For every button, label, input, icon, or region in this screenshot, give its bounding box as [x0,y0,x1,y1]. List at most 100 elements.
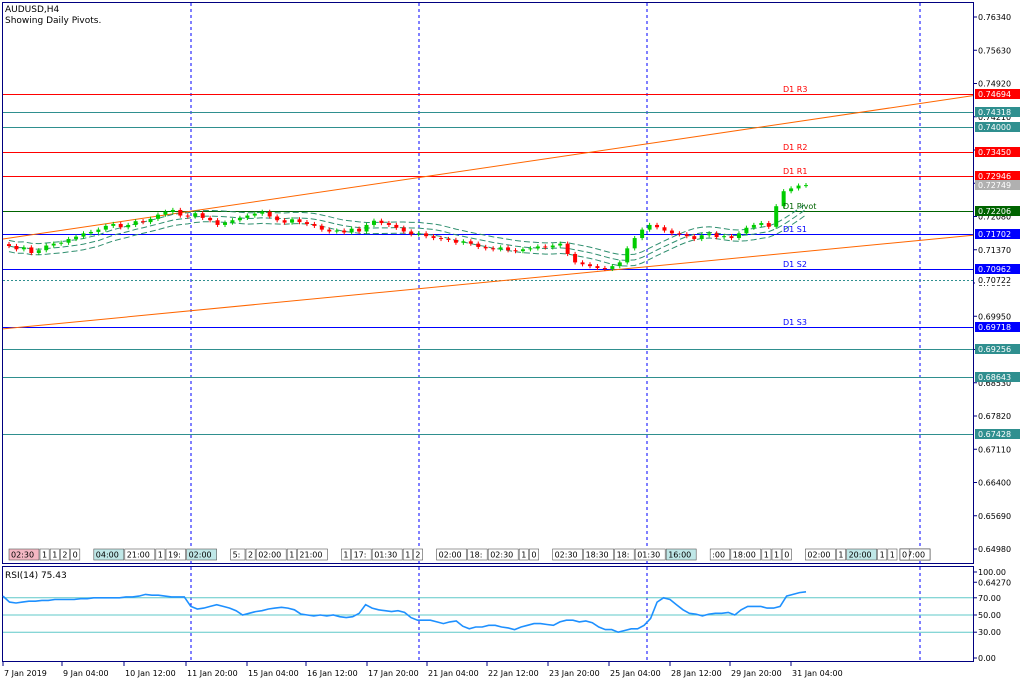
time-tag-bg-20 [436,548,467,561]
time-tag-bg-30 [709,548,731,561]
time-tag-bg-18 [402,548,413,561]
level-tag-4-bg [975,429,1020,439]
candle-body-77 [580,262,585,265]
candle-body-67 [506,247,511,251]
candle-body-49 [371,220,376,225]
time-tag-29: 16:00 [668,551,691,560]
candle-body-61 [461,241,466,243]
candle-body-43 [327,229,332,232]
time-tag-17: 01:30 [374,551,397,560]
time-tag-3: 2 [62,551,67,560]
time-tag-bg-36 [836,548,846,561]
time-tag-bg-21 [467,548,488,561]
candle-body-35 [267,211,272,217]
level-tag-4-text: 0.67428 [978,430,1011,439]
candle-body-21 [163,211,168,215]
candle-body-52 [394,224,399,228]
candle-body-2 [21,247,26,250]
time-tag-36: 1 [838,551,843,560]
time-tag-34: 0 [784,551,789,560]
candle-body-39 [297,219,302,223]
time-tick-label-3: 11 Jan 20:00 [187,669,238,678]
candle-body-48 [364,224,369,232]
rsi-tick-label-2: 50.00 [978,611,1001,620]
price-tick-label-17: 0.64270 [978,578,1011,587]
candle-body-58 [439,238,444,240]
candle-body-80 [602,268,607,270]
candle-body-99 [744,227,749,234]
trendline-0 [2,95,974,240]
time-tag-bg-2 [49,548,60,561]
candle-body-41 [312,223,317,226]
price-tick-label-0: 0.76340 [978,13,1011,22]
time-tag-37: 20:00 [849,551,872,560]
pivot-label-5: D1 S2 [783,260,807,269]
time-tick-label-4: 15 Jan 04:00 [248,669,299,678]
candle-body-53 [401,227,406,232]
pivot-label-6: D1 S3 [783,318,807,327]
rsi-title: RSI(14) 75.43 [5,571,67,581]
time-tag-bg-22 [487,548,519,561]
candle-body-102 [766,223,771,227]
candle-body-44 [334,230,339,232]
candle-body-62 [468,241,473,244]
time-tag-bg-23 [518,548,529,561]
time-tag-21: 18: [470,551,483,560]
candle-body-57 [431,236,436,239]
time-tick-label-12: 29 Jan 20:00 [731,669,782,678]
time-tag-20: 02:00 [439,551,462,560]
candle-body-25 [193,213,198,217]
time-tag-26: 18:30 [586,551,609,560]
candle-body-14 [111,223,116,226]
time-tag-31: 18:00 [733,551,756,560]
level-tag-0-bg [975,107,1020,117]
candle-body-54 [409,231,414,235]
candle-body-104 [781,191,786,207]
candle-body-29 [223,222,228,225]
price-tick-label-3: 0.74210 [978,113,1011,122]
candle-body-1 [14,246,19,250]
time-tag-bg-37 [846,548,877,561]
time-tag-22: 02:30 [490,551,513,560]
price-tick-label-6: 0.72080 [978,213,1011,222]
candle-body-15 [118,223,123,228]
candle-body-70 [528,248,533,250]
time-tag-bg-4 [70,548,81,561]
time-tag-bg-11 [245,548,256,561]
candle-body-68 [513,250,518,252]
time-tag-bg-49 [899,548,910,561]
time-tag-7: 1 [158,551,163,560]
candle-body-46 [349,228,354,233]
time-tag-bg-1 [39,548,50,561]
candle-body-76 [573,253,578,263]
candle-body-0 [7,244,11,247]
time-tag-13: 1 [289,551,294,560]
time-tag-bg-13 [286,548,297,561]
time-tag-19: 2 [415,551,420,560]
candle-body-32 [245,215,250,218]
candle-body-85 [640,229,645,239]
time-tick-label-8: 22 Jan 12:00 [488,669,539,678]
dotted-level-tag-bg [975,275,1020,285]
time-tag-bg-35 [805,548,836,561]
candle-body-56 [424,233,429,237]
candle-body-51 [386,223,391,225]
candle-body-93 [699,235,704,239]
price-levels [3,94,973,435]
bid-tag-bg [975,180,1020,190]
candle-body-18 [141,221,146,223]
price-tags: 0.74694 0.73450 0.72946 0.72206 0.71702 0.709… [975,89,1020,439]
candle-body-78 [587,264,592,267]
candle-body-82 [617,262,622,267]
candle-body-26 [200,213,205,218]
candle-body-83 [625,248,630,263]
envelope-band-0 [8,203,807,256]
candle-body-107 [804,185,808,187]
time-tick-label-13: 31 Jan 04:00 [792,669,843,678]
candle-body-27 [208,217,213,221]
level-tag-2-text: 0.69256 [978,345,1011,354]
pivot-label-0: D1 R3 [783,85,807,94]
candle-body-50 [379,220,384,224]
